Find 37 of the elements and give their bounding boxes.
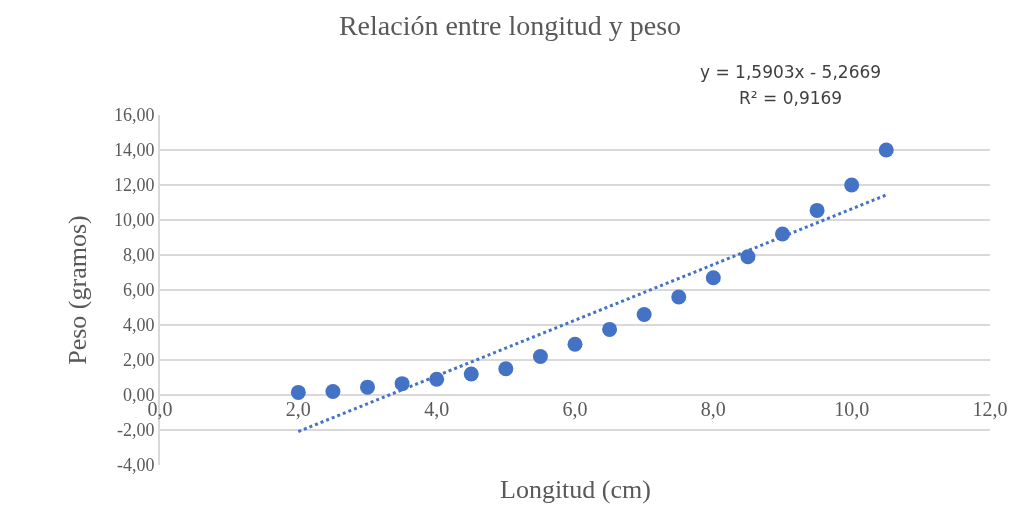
x-tick-label: 8,0 [700, 398, 726, 420]
chart-title: Relación entre longitud y peso [338, 10, 682, 42]
point [740, 249, 756, 265]
y-tick-label: 6,00 [122, 280, 155, 301]
y-tick-label: 8,00 [122, 245, 155, 266]
point [671, 289, 687, 305]
x-axis-title: Longitud (cm) [500, 475, 651, 504]
y-tick-label: 10,00 [113, 210, 155, 231]
y-tick-label: 2,00 [122, 350, 155, 371]
point [636, 307, 652, 322]
y-tick-label: 4,00 [122, 315, 155, 336]
y-tick-label: 16,00 [113, 105, 155, 126]
y-tick-label: 12,00 [113, 175, 155, 196]
x-tick-label: 4,0 [424, 398, 450, 420]
point [394, 376, 410, 392]
y-tick-label: -4,00 [116, 455, 155, 476]
x-tick-label: 2,0 [285, 398, 311, 420]
x-tick-label: 6,0 [562, 398, 588, 420]
text: R² = 0,9169 [739, 88, 843, 108]
point [360, 379, 375, 395]
point [844, 177, 860, 193]
point [290, 384, 306, 400]
point [809, 202, 825, 218]
point [705, 270, 721, 286]
point [498, 361, 514, 377]
point [325, 384, 341, 399]
x-tick-label: 10,0 [834, 398, 870, 420]
point [878, 142, 894, 158]
point [463, 366, 479, 382]
x-tick-label: 12,0 [972, 398, 1008, 420]
point [567, 336, 583, 352]
y-axis-title: Peso (gramos) [62, 215, 92, 365]
text: y = 1,5903x - 5,2669 [700, 62, 882, 82]
y-tick-label: 14,00 [113, 140, 155, 161]
point [602, 321, 618, 337]
point [532, 349, 548, 364]
y-tick-label: -2,00 [116, 420, 155, 441]
